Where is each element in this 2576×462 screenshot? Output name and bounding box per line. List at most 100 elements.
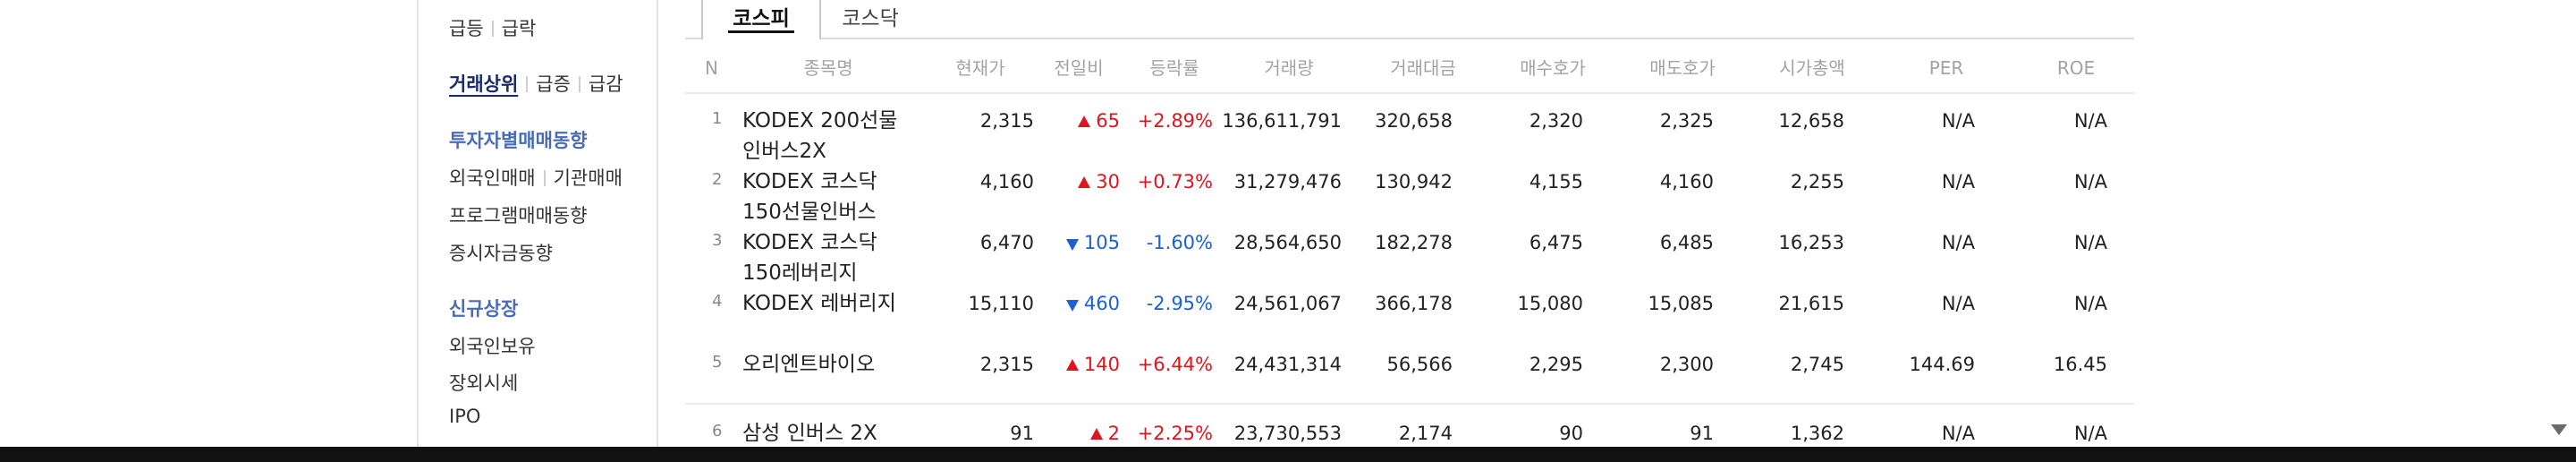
trade-volume: 24,561,067 [1233,293,1342,314]
column-header-bid: 매수호가 [1520,57,1586,79]
trade-volume: 28,564,650 [1233,232,1342,253]
sidebar-item-foreign-trading[interactable]: 외국인매매 [449,167,536,189]
sidebar-row-foreign-institution: 외국인매매 기관매매 [449,164,623,191]
ask-price: 15,085 [1648,293,1714,314]
current-price: 2,315 [979,110,1034,132]
stock-name-link[interactable]: KODEX 200선물인버스2X [742,109,898,163]
stock-name-link[interactable]: KODEX 코스닥150레버리지 [742,231,877,285]
arrow-up-icon [1078,116,1091,127]
sidebar-divider [657,0,658,447]
sidebar-row-surge: 급등 급락 [449,14,536,41]
per-value: 144.69 [1909,354,1975,375]
market-cap: 1,362 [1790,423,1844,444]
active-tab-underline [728,30,794,33]
change-value: 460 [1034,293,1120,314]
tab-kospi[interactable]: 코스피 [701,0,821,40]
market-cap: 2,745 [1790,354,1844,375]
sidebar-item-market-funds[interactable]: 증시자금동향 [449,243,553,264]
trade-volume: 23,730,553 [1233,423,1342,444]
sidebar-cut-off-row [449,0,547,4]
trade-amount: 366,178 [1375,293,1453,314]
roe-value: N/A [2073,171,2107,192]
change-amount: 140 [1083,354,1120,375]
sidebar-item-top-volume[interactable]: 거래상위 [449,73,519,95]
rank-number: 3 [712,231,723,250]
sidebar-item-volume-increase[interactable]: 급증 [536,73,571,95]
column-header-n: N [705,57,718,79]
change-rate: +2.89% [1137,110,1213,132]
current-price: 2,315 [979,354,1034,375]
sidebar-item-volume-decrease[interactable]: 급감 [588,73,623,95]
change-amount: 105 [1083,232,1120,253]
per-value: N/A [1941,293,1975,314]
scroll-down-arrow-icon[interactable] [2551,424,2567,435]
market-cap: 21,615 [1778,293,1844,314]
rank-number: 1 [712,109,723,128]
ask-price: 6,485 [1659,232,1714,253]
change-value: 2 [1034,423,1120,444]
rank-number: 2 [712,170,723,189]
per-value: N/A [1941,232,1975,253]
per-value: N/A [1941,171,1975,192]
row-group-divider [685,403,2134,405]
change-value: 30 [1034,171,1120,192]
trade-volume: 24,431,314 [1233,354,1342,375]
market-cap: 2,255 [1790,171,1844,192]
change-rate: -2.95% [1146,293,1213,314]
sidebar-item-ipo[interactable]: IPO [449,406,481,427]
bid-price: 2,320 [1529,110,1583,132]
column-header-price: 현재가 [955,57,1005,79]
separator [491,21,494,37]
per-value: N/A [1941,423,1975,444]
change-value: 140 [1034,354,1120,375]
trade-amount: 320,658 [1375,110,1453,132]
sidebar-item-new-listing[interactable]: 신규상장 [449,298,519,320]
column-header-change: 전일비 [1054,57,1104,79]
ask-price: 2,325 [1659,110,1714,132]
stock-name-link[interactable]: 오리엔트바이오 [742,353,876,376]
trade-amount: 2,174 [1398,423,1453,444]
arrow-up-icon [1078,176,1091,188]
column-header-market-cap: 시가총액 [1779,57,1845,79]
rank-number: 5 [712,353,723,372]
sidebar: 급등 급락 거래상위 급증 급감 투자자별매매동향 외국인매매 기관매매 프로그램매매동… [426,0,658,447]
window-bottom-edge [0,447,2576,462]
sidebar-item-foreign-holding[interactable]: 외국인보유 [449,336,536,357]
bid-price: 6,475 [1529,232,1583,253]
bid-price: 4,155 [1529,171,1583,192]
stock-name-link[interactable]: KODEX 레버리지 [742,292,896,315]
column-header-ask: 매도호가 [1649,57,1716,79]
ask-price: 4,160 [1659,171,1714,192]
sidebar-item-institution-trading[interactable]: 기관매매 [553,167,623,189]
tab-label: 코스피 [733,7,790,30]
sidebar-item-surge[interactable]: 급등 [449,18,484,39]
roe-value: N/A [2073,423,2107,444]
current-price: 15,110 [968,293,1034,314]
change-value: 105 [1034,232,1120,253]
change-amount: 2 [1107,423,1120,444]
change-value: 65 [1034,110,1120,132]
sidebar-item-investor-trading[interactable]: 투자자별매매동향 [449,130,588,151]
sidebar-item-otc-quotes[interactable]: 장외시세 [449,372,519,394]
roe-value: 16.45 [2053,354,2107,375]
column-header-roe: ROE [2056,57,2096,79]
change-amount: 460 [1083,293,1120,314]
column-header-name: 종목명 [803,57,853,79]
column-header-per: PER [1928,57,1964,79]
arrow-up-icon [1065,359,1079,371]
stock-name-link[interactable]: KODEX 코스닥150선물인버스 [742,170,877,224]
stock-name-link[interactable]: 삼성 인버스 2X [742,422,877,445]
tab-kosdaq[interactable]: 코스닥 [821,0,919,38]
bid-price: 15,080 [1517,293,1583,314]
market-cap: 12,658 [1778,110,1844,132]
sidebar-item-plunge[interactable]: 급락 [501,18,537,39]
current-price: 6,470 [979,232,1034,253]
column-header-amount: 거래대금 [1390,57,1456,79]
arrow-up-icon [1089,428,1103,440]
sidebar-item-program-trading[interactable]: 프로그램매매동향 [449,205,588,227]
change-rate: -1.60% [1146,232,1213,253]
rank-number: 4 [712,292,723,311]
market-cap: 16,253 [1778,232,1844,253]
trade-amount: 182,278 [1375,232,1453,253]
tab-label: 코스닥 [842,7,899,30]
